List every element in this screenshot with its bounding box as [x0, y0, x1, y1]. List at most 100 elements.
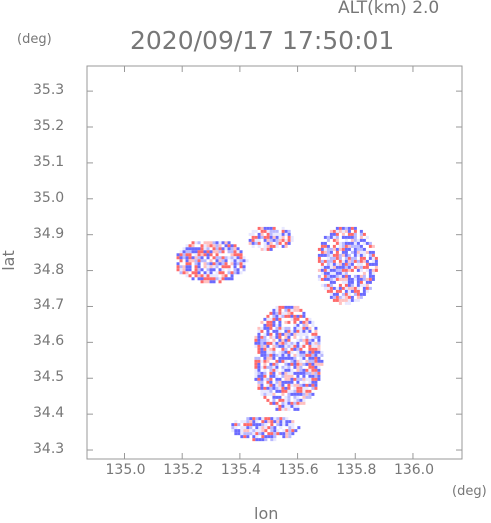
data-cell [257, 350, 261, 354]
data-cell [365, 259, 369, 263]
data-cell [299, 335, 303, 339]
data-cell [264, 438, 268, 442]
data-cell [314, 332, 318, 336]
data-cell [233, 244, 237, 248]
data-cell [233, 262, 237, 266]
data-cell [365, 268, 369, 272]
data-cell [347, 292, 351, 296]
data-cell [350, 250, 354, 254]
data-cell [176, 265, 180, 269]
data-cell [341, 298, 345, 302]
data-cell [296, 374, 300, 378]
data-cell [290, 392, 294, 396]
data-cell [350, 259, 354, 263]
data-cell [296, 398, 300, 402]
data-cell [206, 250, 210, 254]
data-cell [258, 432, 262, 436]
data-cell [356, 289, 360, 293]
data-cell [284, 350, 288, 354]
data-cell [281, 350, 285, 354]
data-cell [326, 253, 330, 257]
data-cell [308, 338, 312, 342]
data-cell [317, 256, 321, 260]
data-cell [206, 271, 210, 275]
data-cell [252, 432, 256, 436]
data-cell [287, 308, 291, 312]
data-cell [236, 256, 240, 260]
data-cell [221, 262, 225, 266]
data-cell [311, 341, 315, 345]
data-cell [185, 274, 189, 278]
data-cell [258, 426, 262, 430]
data-cell [200, 274, 204, 278]
data-cell [359, 265, 363, 269]
data-cell [323, 244, 327, 248]
data-cell [263, 244, 267, 248]
data-cell [263, 326, 267, 330]
data-cell [344, 265, 348, 269]
data-cell [197, 253, 201, 257]
data-cell [266, 229, 270, 233]
data-cell [227, 256, 231, 260]
data-cell [263, 347, 267, 351]
data-cell [356, 250, 360, 254]
data-cell [278, 323, 282, 327]
data-cell [278, 356, 282, 360]
data-cell [290, 329, 294, 333]
data-cell [293, 344, 297, 348]
data-cell [260, 359, 264, 363]
data-cell [275, 323, 279, 327]
data-cell [314, 380, 318, 384]
data-cell [282, 429, 286, 433]
data-cell [270, 435, 274, 439]
data-cell [264, 429, 268, 433]
data-cell [296, 347, 300, 351]
data-cell [257, 371, 261, 375]
data-cell [260, 329, 264, 333]
data-cell [249, 423, 253, 427]
x-tick-label: 135.4 [220, 462, 261, 478]
data-cell [263, 392, 267, 396]
data-cell [288, 420, 292, 424]
data-cell [293, 398, 297, 402]
data-cell [255, 423, 259, 427]
data-cell [305, 320, 309, 324]
data-cell [212, 280, 216, 284]
data-cell [296, 407, 300, 411]
data-cell [206, 265, 210, 269]
data-cell [374, 262, 378, 266]
data-cell [266, 347, 270, 351]
data-cell [314, 365, 318, 369]
data-cell [275, 380, 279, 384]
data-cell [218, 241, 222, 245]
data-cell [263, 368, 267, 372]
data-cell [371, 268, 375, 272]
data-cell [296, 329, 300, 333]
data-cell [311, 335, 315, 339]
data-cell [359, 277, 363, 281]
data-cell [254, 368, 258, 372]
data-cell [344, 301, 348, 305]
data-cell [314, 386, 318, 390]
data-cell [308, 377, 312, 381]
data-cell [266, 356, 270, 360]
data-cell [272, 344, 276, 348]
data-cell [356, 244, 360, 248]
data-cell [257, 380, 261, 384]
data-cell [275, 235, 279, 239]
data-cell [230, 250, 234, 254]
data-cell [359, 244, 363, 248]
data-cell [344, 298, 348, 302]
data-cell [317, 274, 321, 278]
data-cell [284, 398, 288, 402]
data-cell [365, 241, 369, 245]
data-cell [359, 295, 363, 299]
data-cell [260, 383, 264, 387]
data-cell [272, 308, 276, 312]
data-cell [191, 247, 195, 251]
data-cell [356, 247, 360, 251]
data-cell [275, 377, 279, 381]
data-cell [191, 244, 195, 248]
data-cell [323, 250, 327, 254]
data-cell [257, 365, 261, 369]
